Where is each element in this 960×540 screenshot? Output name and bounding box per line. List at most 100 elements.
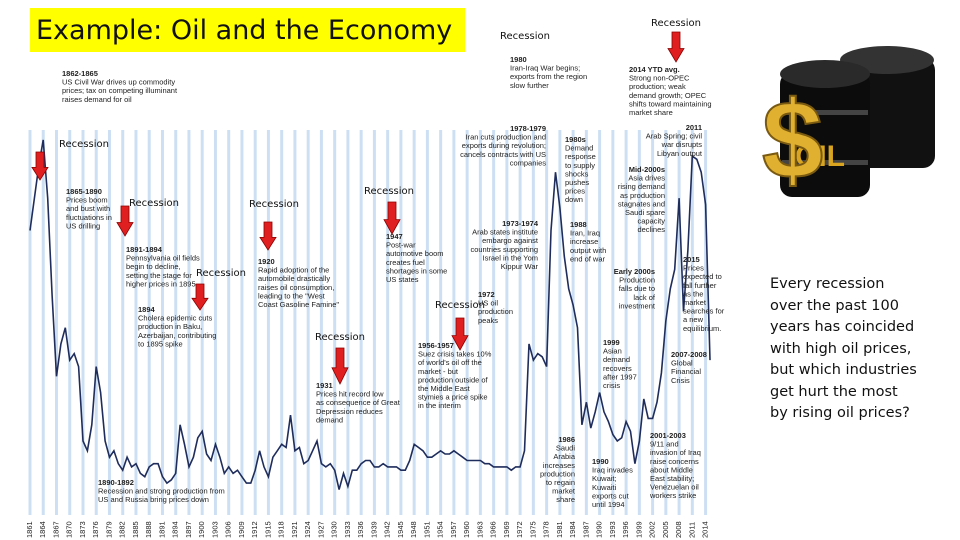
annotation-line: production; weak: [629, 82, 686, 91]
annotation-heading: 1980: [510, 55, 527, 64]
annotation-line: rising demand: [618, 182, 665, 191]
annotation-heading: Mid-2000s: [629, 165, 665, 174]
recession-arrow: [667, 31, 685, 63]
annotation-line: shortages in some: [386, 266, 447, 275]
annotation-line: in the interim: [418, 401, 461, 410]
annotation-heading: 1999: [603, 338, 620, 347]
recession-arrow: [116, 205, 134, 237]
annotation-line: output with: [570, 246, 606, 255]
x-tick-label: 1873: [78, 521, 87, 538]
annotation-heading: 1980s: [565, 135, 586, 144]
annotation-heading: 1865-1890: [66, 187, 102, 196]
annotation-heading: 1978-1979: [510, 124, 546, 133]
x-tick-label: 1951: [422, 521, 431, 538]
annotation-line: exports cut: [592, 491, 630, 500]
annotation-line: Demand: [565, 144, 593, 153]
annotation-heading: 1862-1865: [62, 69, 98, 78]
annotation-line: Global: [671, 359, 693, 368]
annotation-line: workers strike: [649, 491, 696, 500]
annotation-line: Coast Gasoline Famine": [258, 300, 339, 309]
annotation-line: Kuwaiti: [592, 483, 617, 492]
annotation-line: about Middle: [650, 465, 693, 474]
annotation-line: market - but: [418, 367, 459, 376]
recession-label: Recession: [249, 199, 299, 210]
annotation-line: fall further: [683, 281, 717, 290]
annotation-line: cancels contracts with US: [460, 150, 546, 159]
annotation-heading: 1990: [592, 457, 609, 466]
annotation-line: automobile drastically: [258, 274, 330, 283]
x-tick-label: 1909: [237, 521, 246, 538]
x-tick-label: 1975: [528, 521, 537, 538]
annotation-heading: 1956-1957: [418, 341, 454, 350]
annotation-line: as the: [683, 289, 703, 298]
x-tick-label: 1960: [462, 521, 471, 538]
x-tick-label: 1969: [502, 521, 511, 538]
x-tick-label: 1939: [369, 521, 378, 538]
annotation-heading: 2001-2003: [650, 431, 686, 440]
x-tick-label: 1927: [316, 521, 325, 538]
x-tick-label: 1912: [250, 521, 259, 538]
annotation-heading: 1973-1974: [502, 219, 539, 228]
x-tick-label: 1915: [263, 521, 272, 538]
recession-arrow: [31, 151, 49, 181]
x-tick-label: 2008: [674, 521, 683, 538]
x-tick-label: 1948: [409, 521, 418, 538]
annotation-line: Financial: [671, 367, 701, 376]
annotation-line: US Civil War drives up commodity: [62, 78, 175, 87]
annotation-line: to regain: [546, 478, 575, 487]
recession-label: Recession: [59, 139, 109, 150]
x-tick-label: 2002: [648, 521, 657, 538]
x-tick-label: 1921: [290, 521, 299, 538]
x-tick-label: 1894: [171, 521, 180, 538]
annotation-line: Arabia: [553, 452, 576, 461]
annotation-line: Kuwait;: [592, 474, 617, 483]
annotation-line: Strong non-OPEC: [629, 74, 690, 83]
annotation-line: Rapid adoption of the: [258, 266, 329, 275]
x-tick-label: 1981: [555, 521, 564, 538]
annotation-line: countries supporting: [470, 245, 538, 254]
slide-title: Example: Oil and the Economy: [30, 8, 465, 52]
x-tick-label: 1897: [184, 521, 193, 538]
barrel-label: OIL: [795, 140, 845, 173]
annotation-heading: 2011: [686, 123, 702, 132]
x-tick-label: 1957: [449, 521, 458, 538]
x-tick-label: 1876: [91, 521, 100, 538]
x-tick-label: 1993: [608, 521, 617, 538]
annotation-line: of world's oil off the: [418, 358, 482, 367]
annotation-line: Prices hit record low: [316, 390, 384, 399]
x-tick-label: 1918: [277, 521, 286, 538]
annotation-line: Iraq invades: [592, 466, 633, 475]
annotation-line: leading to the "West: [258, 291, 326, 300]
annotation-line: Iran cuts production and: [466, 133, 546, 142]
annotation-heading: 1894: [138, 305, 156, 314]
annotation-line: US states: [386, 275, 419, 284]
x-tick-label: 1879: [104, 521, 113, 538]
annotation-line: Recession and strong production from: [98, 487, 225, 496]
annotation-line: Production: [619, 276, 655, 285]
annotation-line: expected to: [683, 272, 722, 281]
x-tick-label: 1933: [343, 521, 352, 538]
recession-arrow: [331, 347, 349, 385]
annotation-line: investment: [619, 301, 656, 310]
recession-label: Recession: [196, 268, 246, 279]
annotation-line: demand: [316, 415, 343, 424]
annotation-line: searches for: [683, 307, 725, 316]
annotation-line: end of war: [570, 254, 606, 263]
annotation-line: the Middle East: [418, 384, 471, 393]
x-tick-label: 1972: [515, 521, 524, 538]
x-tick-label: 1885: [131, 521, 140, 538]
x-tick-label: 1999: [634, 521, 643, 538]
grid: [28, 130, 708, 515]
recession-label: Recession: [651, 18, 701, 29]
annotation-line: falls due to: [619, 284, 655, 293]
dollar-sign: $: [762, 79, 823, 202]
x-tick-label: 1891: [157, 521, 166, 538]
annotation-line: Iran-Iraq War begins;: [510, 64, 580, 73]
x-tick-label: 1984: [568, 521, 577, 538]
annotation-line: automotive boom: [386, 249, 444, 258]
recession-label: Recession: [364, 186, 414, 197]
annotation-line: stagnates and: [618, 199, 665, 208]
price-line: [29, 139, 711, 490]
annotation-line: begin to decline,: [126, 262, 181, 271]
annotation-line: Azerbaijan, contributing: [138, 331, 216, 340]
